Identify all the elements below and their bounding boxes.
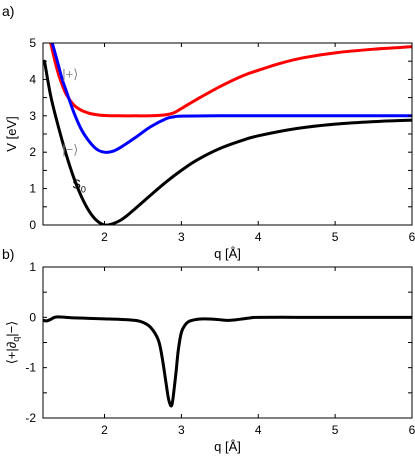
series-line-b-0 xyxy=(43,315,412,408)
y-tick-label-a-2: 1 xyxy=(29,182,36,196)
y-tick-label-b-0: -2 xyxy=(25,411,36,425)
panel-a-x-axis-label: q [Å] xyxy=(214,246,241,261)
y-tick-label-b-4: 0 xyxy=(29,310,36,324)
panel-b-x-axis-label: q [Å] xyxy=(214,439,241,454)
y-tick-label-a-10: 5 xyxy=(29,36,36,50)
y-tick-label-b-2: -1 xyxy=(25,361,36,375)
panel-b-y-label-subscript: q xyxy=(11,337,21,342)
label-plus-state: |+⟩ xyxy=(62,66,78,81)
panel-b: b) 2 3 4 5 6 -2 -1 0 1 q [Å] ⟨+|∂q|−⟩ xyxy=(2,246,415,454)
panel-b-y-axis-label: ⟨+|∂q|−⟩ xyxy=(4,321,21,365)
y-tick-label-a-4: 2 xyxy=(29,145,36,159)
panel-b-y-label-main: ⟨+|∂ xyxy=(4,342,19,364)
series-line-a-0 xyxy=(49,43,412,118)
panel-a-curve-labels: |+⟩ |−⟩ S0 xyxy=(62,66,86,194)
x-tick-label-a-0: 2 xyxy=(101,230,108,244)
series-line-a-2 xyxy=(43,59,412,225)
label-minus-state: |−⟩ xyxy=(62,142,78,157)
plot-frame-b xyxy=(42,266,413,419)
x-tick-label-a-4: 6 xyxy=(409,230,415,244)
y-tick-label-a-8: 4 xyxy=(29,72,36,86)
panel-a-ticks: 2 3 4 5 6 0 1 2 3 4 5 xyxy=(29,36,415,244)
panel-b-label: b) xyxy=(2,246,14,262)
y-tick-label-a-6: 3 xyxy=(29,109,36,123)
panel-b-ticks: 2 3 4 5 6 -2 -1 0 1 xyxy=(25,260,415,437)
panel-a-plot-area xyxy=(42,42,413,226)
x-tick-label-a-1: 3 xyxy=(178,230,185,244)
label-s0-state: S0 xyxy=(72,177,86,195)
x-tick-label-b-3: 5 xyxy=(332,423,339,437)
series-line-a-1 xyxy=(50,43,412,154)
panel-a-label: a) xyxy=(2,3,14,19)
label-s0-main: S xyxy=(72,177,81,192)
x-tick-label-b-0: 2 xyxy=(101,423,108,437)
x-tick-label-b-4: 6 xyxy=(409,423,415,437)
label-s0-subscript: 0 xyxy=(81,185,86,195)
panel-b-y-label-tail: |−⟩ xyxy=(4,321,19,337)
x-tick-label-b-1: 3 xyxy=(178,423,185,437)
panel-a-y-axis-label: V [eV] xyxy=(4,116,19,151)
x-tick-label-b-2: 4 xyxy=(255,423,262,437)
panel-b-plot-area xyxy=(42,266,413,419)
x-tick-label-a-3: 5 xyxy=(332,230,339,244)
x-tick-label-a-2: 4 xyxy=(255,230,262,244)
y-tick-label-b-6: 1 xyxy=(29,260,36,274)
plot-frame-a xyxy=(42,42,413,226)
y-tick-label-a-0: 0 xyxy=(29,218,36,232)
